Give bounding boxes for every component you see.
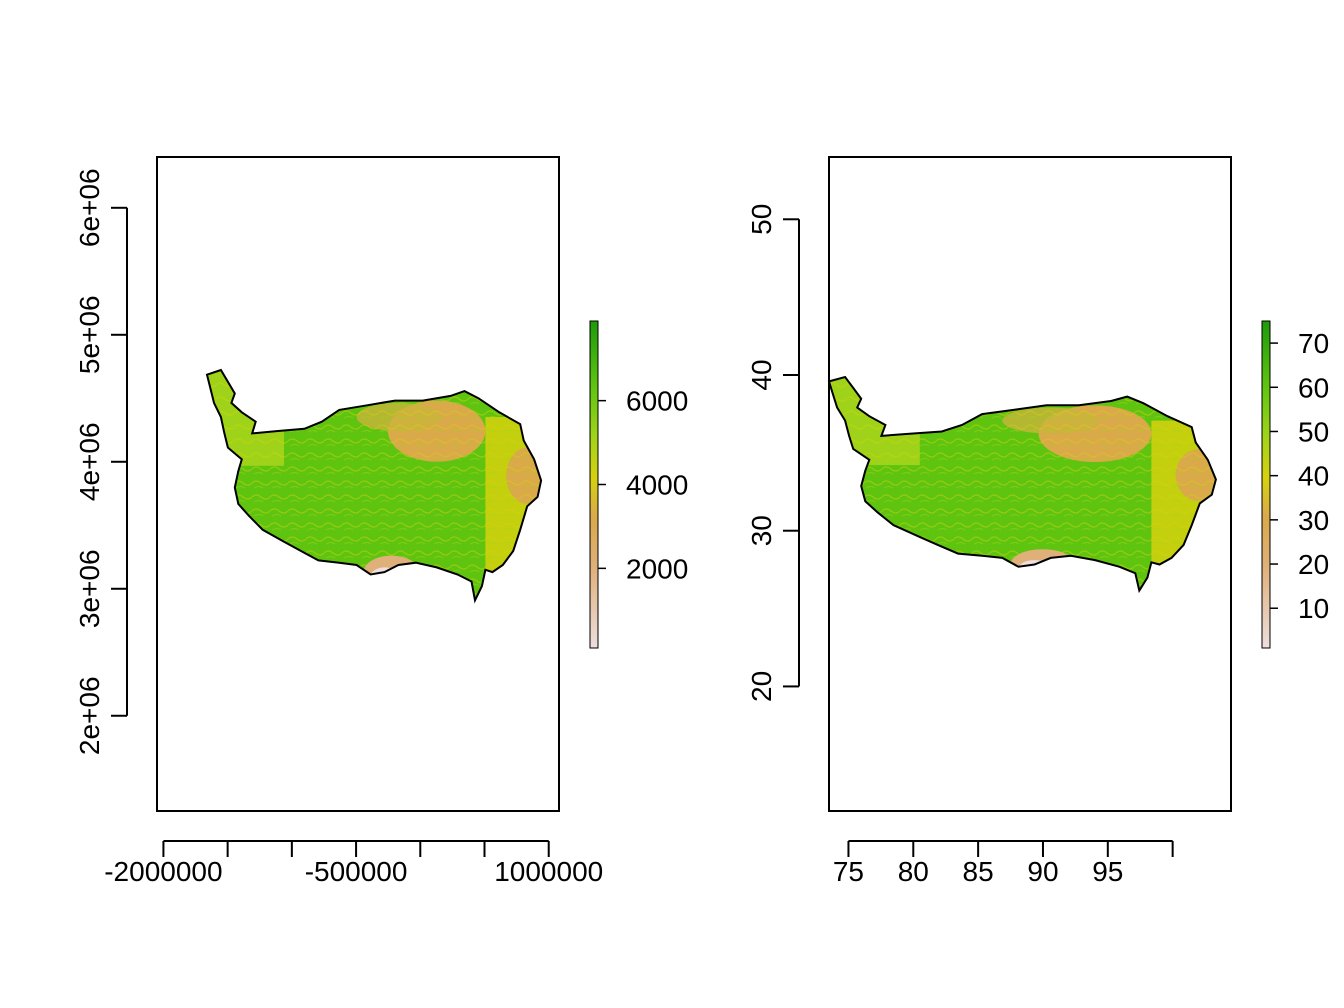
axes-right: 75 80 85 90 95 20 30 40 50 bbox=[746, 204, 1174, 887]
x-tick-label: -500000 bbox=[305, 856, 408, 887]
legend-tick-label: 6000 bbox=[626, 386, 688, 417]
legend-tick-label: 60 bbox=[1298, 372, 1329, 403]
plot-frame-right bbox=[828, 156, 1232, 812]
plot-frame-left bbox=[156, 156, 560, 812]
x-tick-label: 1000000 bbox=[494, 856, 603, 887]
x-tick-label: 75 bbox=[833, 856, 864, 887]
terrain-texture bbox=[829, 377, 1216, 591]
legend-tick-label: 4000 bbox=[626, 470, 688, 501]
panel-geographic: 75 80 85 90 95 20 30 40 50 10 20 30 40 50 60 70 bbox=[746, 156, 1329, 887]
legend-tick-label: 2000 bbox=[626, 553, 688, 584]
y-tick-label: 30 bbox=[746, 515, 777, 546]
x-tick-label: -2000000 bbox=[104, 856, 222, 887]
legend-colorbar bbox=[1261, 320, 1271, 649]
terrain-south-lowest bbox=[370, 567, 399, 587]
tibetan-plateau-map-right bbox=[827, 375, 1217, 594]
plateau-outline bbox=[205, 368, 543, 604]
legend-tick-label: 20 bbox=[1298, 549, 1329, 580]
legend-right: 10 20 30 40 50 60 70 bbox=[1261, 320, 1329, 649]
legend-tick-label: 50 bbox=[1298, 416, 1329, 447]
x-tick-label: 95 bbox=[1092, 856, 1123, 887]
y-tick-label: 4e+06 bbox=[74, 422, 105, 501]
terrain-south-low bbox=[363, 555, 420, 589]
terrain-south-low bbox=[1010, 549, 1075, 580]
plateau-outline bbox=[827, 375, 1217, 594]
panel-projected: -2000000 -500000 1000000 2e+06 3e+06 4e+06 5e+… bbox=[74, 156, 688, 887]
y-tick-label: 6e+06 bbox=[74, 168, 105, 247]
y-tick-label: 5e+06 bbox=[74, 295, 105, 374]
legend-tick-label: 70 bbox=[1298, 328, 1329, 359]
y-tick-label: 40 bbox=[746, 359, 777, 390]
legend-tick-label: 10 bbox=[1298, 593, 1329, 624]
legend-tick-label: 30 bbox=[1298, 505, 1329, 536]
y-tick-label: 50 bbox=[746, 204, 777, 235]
legend-left: 2000 4000 6000 bbox=[589, 320, 688, 649]
legend-tick-label: 40 bbox=[1298, 461, 1329, 492]
y-tick-label: 20 bbox=[746, 671, 777, 702]
x-tick-label: 80 bbox=[898, 856, 929, 887]
tibetan-plateau-map-left bbox=[205, 368, 543, 604]
x-tick-label: 85 bbox=[963, 856, 994, 887]
terrain-texture bbox=[207, 370, 542, 601]
terrain-south-lowest bbox=[1018, 560, 1051, 578]
axes-left: -2000000 -500000 1000000 2e+06 3e+06 4e+06 5e+… bbox=[74, 168, 603, 887]
x-tick-label: 90 bbox=[1027, 856, 1058, 887]
y-tick-label: 3e+06 bbox=[74, 549, 105, 628]
y-tick-label: 2e+06 bbox=[74, 676, 105, 755]
legend-colorbar bbox=[589, 320, 599, 649]
